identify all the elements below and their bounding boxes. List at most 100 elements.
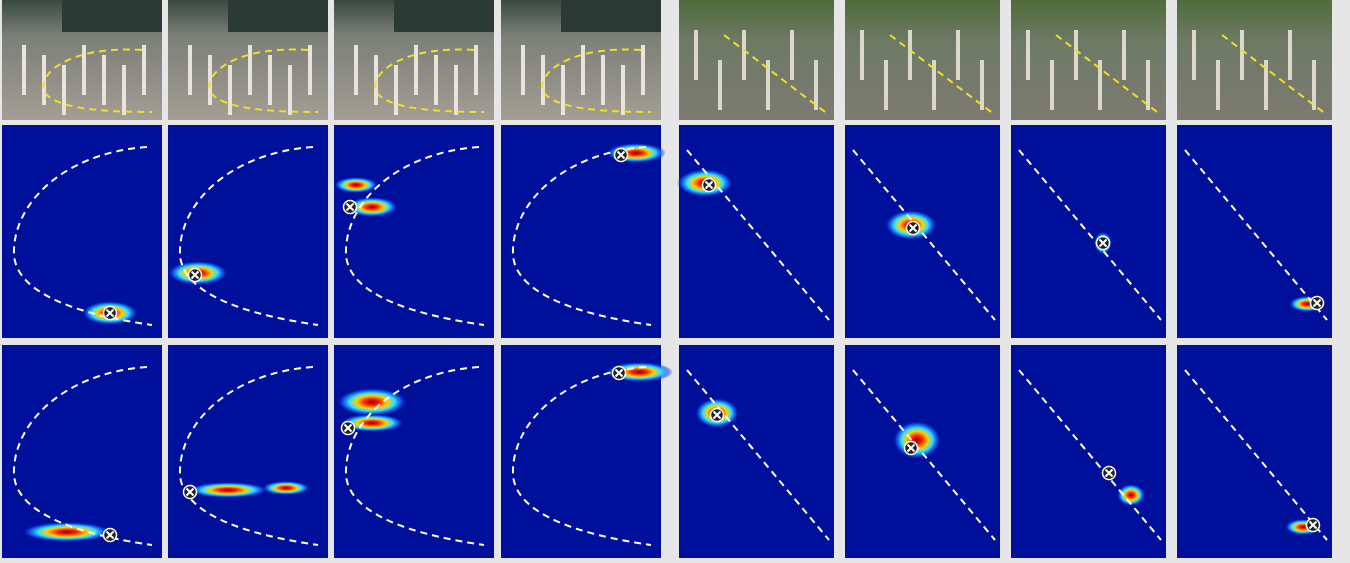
- photo: [2, 0, 162, 120]
- position-marker-cross: [1104, 468, 1114, 478]
- photo-post: [641, 45, 645, 95]
- position-marker-cross: [105, 530, 115, 540]
- photo-trajectory: [541, 48, 652, 113]
- position-marker-cross: [190, 270, 200, 280]
- heatmap: [1011, 125, 1166, 338]
- heatmap: [501, 125, 666, 338]
- photo-post: [521, 45, 525, 95]
- position-marker-cross: [906, 443, 916, 453]
- heat-blob: [346, 197, 398, 217]
- photo-wall: [394, 0, 494, 32]
- photo-trajectory: [374, 48, 485, 113]
- photo-post: [288, 65, 292, 115]
- heatmap: [845, 345, 1000, 558]
- heatmap: [501, 345, 673, 558]
- photo-post: [1122, 30, 1126, 80]
- position-marker-cross: [712, 410, 722, 420]
- trajectory: [1184, 149, 1328, 321]
- position-marker-cross: [105, 308, 115, 318]
- photo-post: [434, 55, 438, 105]
- photo-trajectory: [42, 48, 153, 113]
- heatmap: [2, 125, 162, 338]
- photo-post: [82, 45, 86, 95]
- heatmap-background: [168, 125, 328, 338]
- heat-blob: [337, 388, 407, 416]
- heat-blob: [340, 414, 404, 432]
- photo-post: [1074, 30, 1078, 80]
- heatmap-background: [2, 345, 162, 558]
- heatmap-background: [1011, 125, 1166, 338]
- heat-blob: [188, 482, 268, 498]
- photo-post: [1288, 30, 1292, 80]
- photo-post: [1312, 60, 1316, 110]
- position-marker-cross: [704, 180, 714, 190]
- photo-post: [248, 45, 252, 95]
- photo-post: [601, 55, 605, 105]
- photo: [1011, 0, 1166, 120]
- photo-post: [374, 55, 378, 105]
- photo-post: [956, 30, 960, 80]
- photo-post: [932, 60, 936, 110]
- photo-wall: [62, 0, 162, 32]
- photo-post: [142, 45, 146, 95]
- photo-post: [454, 65, 458, 115]
- heatmap: [2, 345, 162, 558]
- heatmap-background: [1011, 345, 1166, 558]
- position-marker-cross: [185, 487, 195, 497]
- photo-post: [62, 65, 66, 115]
- photo-post: [268, 55, 272, 105]
- photo-post: [621, 65, 625, 115]
- heatmap-background: [168, 345, 328, 558]
- trajectory: [852, 149, 996, 321]
- photo: [334, 0, 494, 120]
- photo-post: [1050, 60, 1054, 110]
- trajectory: [1018, 149, 1162, 321]
- heatmap-background: [334, 125, 494, 338]
- photo-trajectory: [1221, 34, 1328, 116]
- position-marker-cross: [345, 202, 355, 212]
- position-marker-cross: [1098, 238, 1108, 248]
- photo-trajectory: [889, 34, 996, 116]
- photo-post: [1240, 30, 1244, 80]
- heatmap: [168, 125, 328, 338]
- photo-post: [354, 45, 358, 95]
- heatmap-background: [334, 345, 494, 558]
- photo-post: [814, 60, 818, 110]
- photo-post: [188, 45, 192, 95]
- photo: [679, 0, 834, 120]
- heatmap-background: [2, 125, 162, 338]
- photo-post: [1098, 60, 1102, 110]
- photo-post: [884, 60, 888, 110]
- heat-blob: [22, 522, 112, 542]
- photo-post: [980, 60, 984, 110]
- heatmap: [334, 345, 494, 558]
- photo-post: [541, 55, 545, 105]
- position-marker-cross: [1308, 520, 1318, 530]
- heatmap: [1177, 125, 1332, 338]
- photo: [1177, 0, 1332, 120]
- photo-post: [414, 45, 418, 95]
- photo-wall: [228, 0, 328, 32]
- heatmap: [1011, 345, 1166, 558]
- photo-post: [694, 30, 698, 80]
- photo-post: [22, 45, 26, 95]
- photo-post: [742, 30, 746, 80]
- photo-post: [308, 45, 312, 95]
- photo-post: [908, 30, 912, 80]
- photo-post: [228, 65, 232, 115]
- photo-post: [790, 30, 794, 80]
- position-marker-cross: [614, 368, 624, 378]
- heatmap: [334, 125, 494, 338]
- photo: [501, 0, 661, 120]
- photo-post: [718, 60, 722, 110]
- photo-post: [1192, 30, 1196, 80]
- trajectory: [1018, 369, 1162, 541]
- heatmap: [677, 125, 834, 338]
- photo: [168, 0, 328, 120]
- heatmap: [168, 345, 328, 558]
- photo: [845, 0, 1000, 120]
- photo-trajectory: [1055, 34, 1162, 116]
- photo-post: [1146, 60, 1150, 110]
